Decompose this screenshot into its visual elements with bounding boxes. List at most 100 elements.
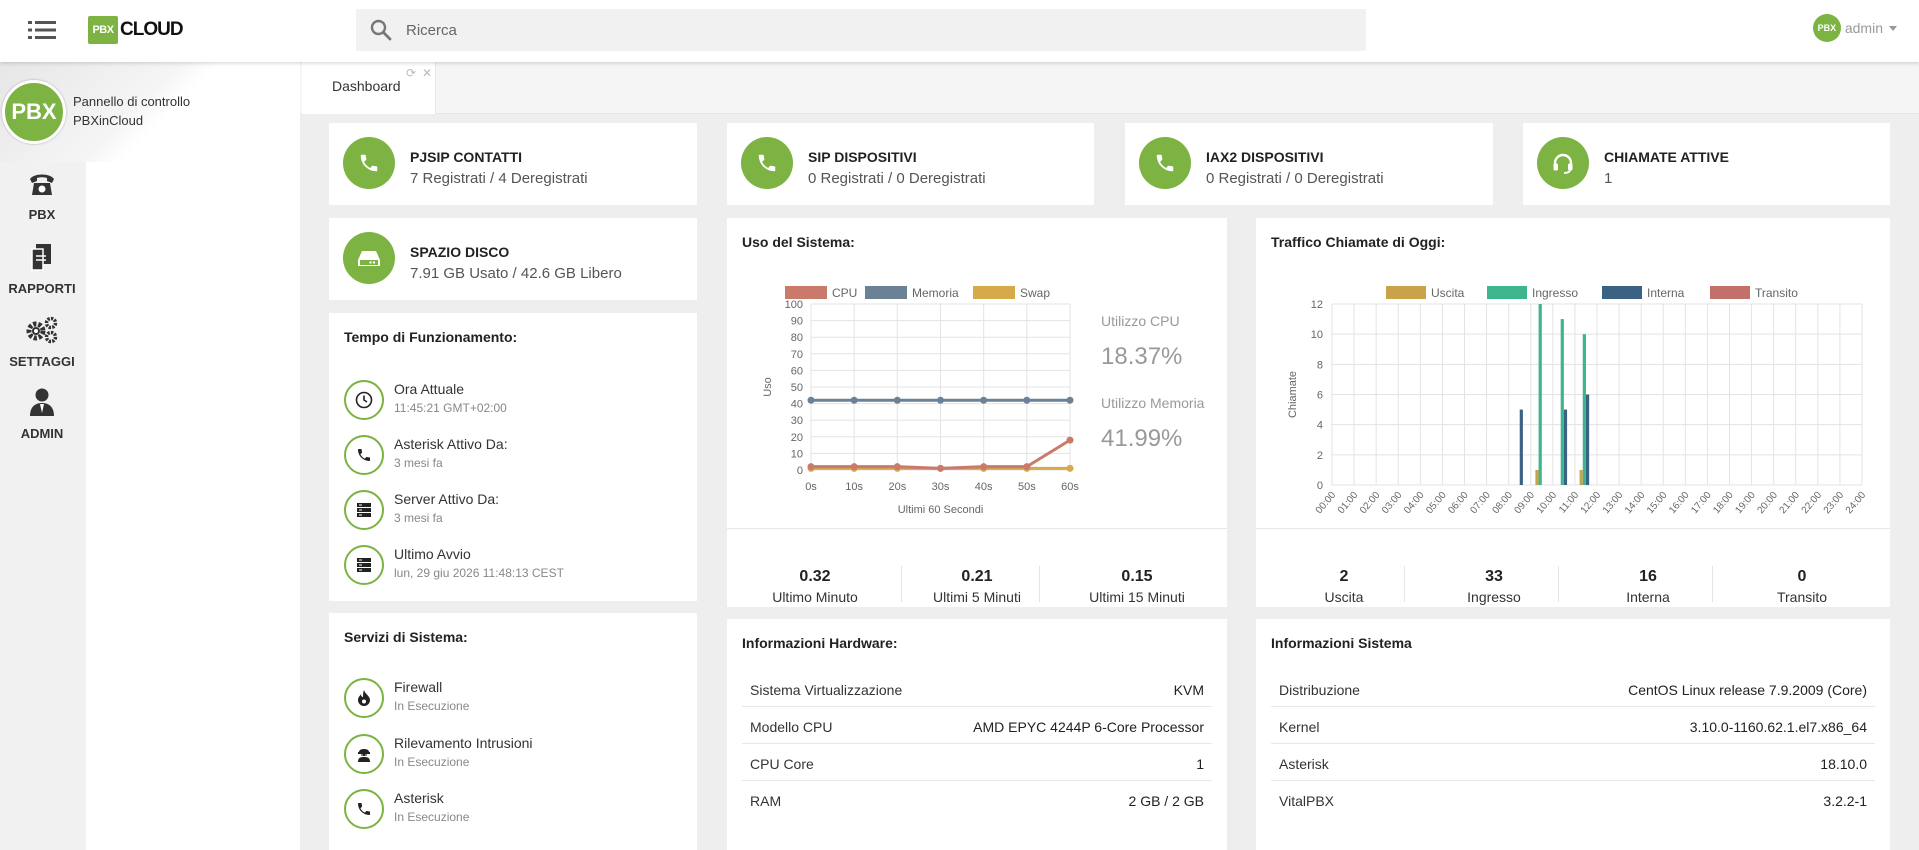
row-key: Sistema Virtualizzazione — [750, 682, 903, 698]
traffic-summary-outgoing: 2 Uscita — [1256, 548, 1432, 608]
x-tick-label: 15:00 — [1645, 490, 1670, 517]
legend-swatch — [1710, 286, 1750, 299]
traffic-value: 2 — [1339, 568, 1349, 585]
logo[interactable]: PBX CLOUD — [88, 16, 184, 44]
load-label: Ultimi 15 Minuti — [1089, 589, 1185, 605]
sidebar: PBX Pannello di controllo PBXinCloud PBX… — [0, 62, 300, 850]
data-point — [807, 463, 815, 471]
x-tick-label: 14:00 — [1623, 490, 1648, 517]
list-item-label: Server Attivo Da: — [394, 491, 500, 507]
x-tick-label: 04:00 — [1402, 490, 1427, 517]
sidebar-item-rapporti[interactable]: RAPPORTI — [0, 242, 84, 296]
x-tick-label: 17:00 — [1689, 490, 1714, 517]
stat-value: 7.91 GB Usato / 42.6 GB Libero — [410, 265, 622, 282]
x-tick-label: 40s — [975, 481, 993, 493]
x-tick-label: 0s — [805, 481, 817, 493]
legend-label: Memoria — [912, 286, 959, 300]
data-point — [807, 396, 815, 404]
phone-icon — [344, 435, 384, 475]
phone-icon — [343, 137, 395, 189]
bar — [1519, 409, 1523, 485]
y-tick-label: 10 — [1311, 329, 1323, 341]
avatar: PBX — [1812, 14, 1841, 42]
y-axis-label: Chiamate — [1287, 371, 1299, 418]
bar — [1582, 334, 1586, 485]
table-row: Sistema Virtualizzazione KVM — [742, 670, 1212, 707]
x-tick-label: 00:00 — [1314, 490, 1339, 517]
data-point — [1066, 396, 1074, 404]
y-tick-label: 50 — [791, 382, 803, 394]
list-item-value: In Esecuzione — [394, 755, 470, 769]
traffic-value: 16 — [1639, 568, 1657, 585]
x-tick-label: 11:00 — [1557, 490, 1581, 516]
search-bar — [356, 9, 1366, 51]
close-icon[interactable]: ✕ — [422, 66, 433, 80]
x-axis-label: Ultimi 60 Secondi — [898, 504, 984, 516]
tab-dashboard[interactable]: Dashboard ⟳ ✕ — [302, 62, 436, 114]
stat-card-iax2: IAX2 DISPOSITIVI 0 Registrati / 0 Deregi… — [1125, 123, 1493, 205]
refresh-icon[interactable]: ⟳ — [406, 66, 417, 80]
row-value: 18.10.0 — [1820, 756, 1867, 772]
server-icon — [344, 490, 384, 530]
menu-icon[interactable] — [28, 18, 56, 42]
sidebar-item-pbx[interactable]: PBX — [0, 170, 84, 222]
legend-label: CPU — [832, 286, 857, 300]
sidebar-item-label: ADMIN — [20, 426, 64, 441]
row-key: CPU Core — [750, 756, 814, 772]
stat-card-sip: SIP DISPOSITIVI 0 Registrati / 0 Deregis… — [727, 123, 1094, 205]
x-tick-label: 22:00 — [1800, 490, 1825, 517]
x-tick-label: 06:00 — [1446, 490, 1471, 517]
system-info-title: Informazioni Sistema — [1271, 635, 1412, 651]
stat-value: 7 Registrati / 4 Deregistrati — [410, 170, 588, 187]
row-key: Kernel — [1279, 719, 1320, 735]
sidebar-avatar[interactable]: PBX — [2, 80, 66, 144]
x-tick-label: 20:00 — [1755, 490, 1780, 517]
data-point — [937, 396, 944, 404]
user-icon — [30, 388, 54, 416]
y-tick-label: 4 — [1317, 420, 1323, 432]
y-tick-label: 2 — [1317, 450, 1323, 462]
traffic-value: 33 — [1485, 568, 1503, 585]
user-menu[interactable]: PBX admin — [1812, 14, 1897, 42]
memory-usage-value: 41.99% — [1101, 425, 1183, 452]
hardware-title: Informazioni Hardware: — [742, 635, 898, 651]
bar — [1538, 304, 1542, 485]
x-tick-label: 13:00 — [1601, 490, 1626, 517]
row-key: Asterisk — [1279, 756, 1329, 772]
x-tick-label: 19:00 — [1733, 490, 1758, 517]
system-info-panel: Informazioni Sistema Distribuzione CentOS… — [1256, 619, 1890, 850]
x-tick-label: 21:00 — [1778, 490, 1803, 517]
hard-drive-icon — [343, 232, 395, 284]
chevron-down-icon — [1889, 25, 1897, 31]
y-axis-label: Uso — [762, 377, 774, 397]
y-tick-label: 20 — [791, 432, 803, 444]
search-input[interactable] — [406, 9, 1346, 51]
row-value: AMD EPYC 4244P 6-Core Processor — [973, 719, 1204, 735]
sidebar-item-admin[interactable]: ADMIN — [0, 387, 84, 441]
hardware-panel: Informazioni Hardware: Sistema Virtualiz… — [727, 619, 1227, 850]
y-tick-label: 40 — [791, 399, 803, 411]
list-item-label: Ora Attuale — [394, 381, 465, 397]
row-value: CentOS Linux release 7.9.2009 (Core) — [1628, 682, 1867, 698]
data-point — [850, 463, 858, 471]
legend-label: Transito — [1755, 286, 1798, 300]
cpu-usage-label: Utilizzo CPU — [1101, 313, 1180, 329]
list-item-label: Rilevamento Intrusioni — [394, 735, 533, 751]
sidebar-item-settaggi[interactable]: SETTAGGI — [0, 315, 84, 369]
logo-box: PBX — [88, 16, 118, 44]
load-average-15m: 0.15 Ultimi 15 Minuti — [1049, 548, 1225, 608]
traffic-label: Transito — [1776, 589, 1828, 605]
data-point — [1066, 464, 1074, 472]
sidebar-item-label: PBX — [28, 207, 56, 222]
cpu-usage-value: 18.37% — [1101, 343, 1183, 370]
bar — [1563, 409, 1568, 485]
y-tick-label: 0 — [797, 465, 803, 477]
sidebar-item-label: RAPPORTI — [8, 281, 76, 296]
services-panel: Servizi di Sistema: Firewall In Esecuzio… — [329, 613, 697, 850]
reports-icon — [31, 244, 51, 271]
traffic-value: 0 — [1797, 568, 1807, 585]
list-item-value: 3 mesi fa — [394, 456, 443, 470]
system-usage-panel: Uso del Sistema: 0 10 20 30 40 50 60 70 80 90 100 0… — [727, 218, 1227, 607]
stat-title: PJSIP CONTATTI — [410, 149, 523, 165]
uptime-title: Tempo di Funzionamento: — [344, 329, 518, 345]
